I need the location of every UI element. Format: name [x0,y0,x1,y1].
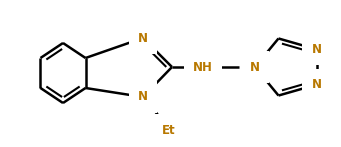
Text: N: N [312,43,322,56]
Text: N: N [138,31,148,45]
Text: N: N [312,78,322,91]
Text: Et: Et [162,123,176,137]
Text: N: N [138,91,148,103]
Text: NH: NH [193,61,213,74]
Text: N: N [250,61,260,74]
